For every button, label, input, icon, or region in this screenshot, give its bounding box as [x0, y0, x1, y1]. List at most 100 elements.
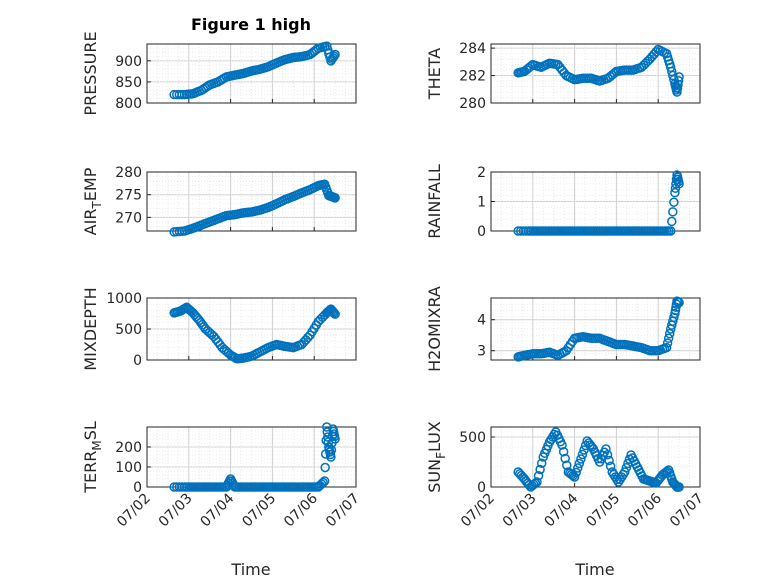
- data-point: [191, 311, 201, 322]
- data-point: [329, 51, 339, 61]
- data-point: [558, 447, 569, 457]
- data-point: [253, 205, 263, 216]
- data-point: [577, 449, 588, 460]
- data-point: [529, 479, 539, 490]
- data-point: [555, 437, 566, 447]
- y-axis-label: TERRMSL: [81, 421, 104, 494]
- data-point: [602, 450, 613, 460]
- y-tick-label: 4: [477, 313, 486, 329]
- data-point: [668, 316, 678, 326]
- subplot-rainfall: 0 1 2 RAINFALL: [425, 164, 701, 240]
- data-point: [576, 454, 586, 464]
- data-point: [516, 226, 526, 236]
- axes-box: [490, 43, 701, 104]
- data-point: [261, 62, 271, 73]
- data-point: [560, 453, 570, 464]
- x-tick-label: 07/06: [625, 490, 665, 530]
- x-tick-label: 07/05: [583, 491, 623, 531]
- data-point: [534, 61, 544, 72]
- data-point: [663, 333, 674, 344]
- figure-title: Figure 1 high: [191, 15, 311, 34]
- y-axis-label: AIRTEMP: [81, 167, 104, 235]
- x-tick-label: 07/06: [281, 490, 321, 530]
- data-point: [329, 431, 340, 442]
- axes-box: [146, 171, 357, 232]
- data-point: [673, 75, 684, 86]
- y-axis-label: THETA: [425, 48, 444, 100]
- data-point: [315, 480, 325, 491]
- y-tick-label: 282: [459, 69, 486, 85]
- axes-box: [490, 426, 701, 488]
- data-point: [325, 449, 336, 460]
- y-axis-label: RAINFALL: [425, 164, 444, 239]
- data-point: [172, 89, 182, 100]
- data-point: [562, 460, 572, 470]
- data-point: [286, 342, 296, 353]
- y-tick-label: 0: [133, 480, 142, 496]
- data-point: [668, 207, 678, 217]
- data-point: [634, 342, 645, 352]
- data-point: [301, 335, 311, 345]
- x-tick-label: 07/04: [198, 490, 238, 530]
- data-point: [329, 192, 340, 203]
- data-point: [592, 333, 603, 344]
- data-point: [571, 467, 581, 478]
- y-tick-label: 200: [115, 440, 142, 456]
- data-point: [253, 64, 263, 75]
- subplot-pressure: 800 850 900 PRESSURE: [81, 31, 357, 116]
- data-point: [219, 73, 230, 83]
- x-tick-label: 07/02: [458, 491, 498, 531]
- data-point: [664, 328, 675, 339]
- y-tick-label: 500: [459, 430, 486, 446]
- data-point: [211, 214, 221, 225]
- subplot-mixdepth: 0 500 1000 MIXDEPTH: [81, 287, 357, 371]
- y-tick-label: 500: [115, 322, 142, 338]
- axes-box: [490, 297, 701, 361]
- data-point: [663, 226, 674, 236]
- x-tick-label: 07/07: [323, 491, 363, 531]
- data-point: [671, 179, 681, 189]
- data-point: [236, 69, 246, 79]
- data-point: [317, 312, 328, 322]
- y-tick-label: 0: [477, 480, 486, 496]
- data-point: [566, 469, 577, 480]
- x-tick-label: 07/07: [667, 491, 707, 531]
- data-point: [673, 297, 684, 308]
- data-point: [186, 224, 196, 234]
- x-tick-label: 07/02: [114, 491, 154, 531]
- y-tick-label: 1: [477, 195, 486, 211]
- x-axis-label-right: Time: [574, 560, 614, 579]
- data-point: [604, 455, 614, 466]
- data-point: [673, 176, 684, 187]
- data-point: [177, 226, 187, 236]
- data-point: [328, 306, 338, 317]
- data-point: [177, 89, 187, 100]
- data-point: [535, 464, 545, 475]
- data-point: [320, 462, 330, 473]
- subplot-h2omixra: 3 4 H2OMIXRA: [425, 286, 701, 372]
- y-tick-label: 800: [115, 96, 142, 112]
- data-point: [670, 187, 680, 198]
- x-tick-label: 07/03: [156, 491, 196, 531]
- y-tick-label: 0: [133, 353, 142, 369]
- y-tick-label: 900: [115, 54, 142, 70]
- y-axis-label: SUNFLUX: [425, 421, 448, 493]
- y-tick-label: 100: [115, 460, 142, 476]
- data-point: [278, 55, 288, 66]
- data-point: [551, 349, 561, 360]
- data-point: [172, 482, 182, 492]
- data-point: [261, 203, 271, 213]
- data-point: [601, 335, 611, 346]
- x-axis-label-left: Time: [230, 560, 270, 579]
- data-point: [557, 65, 567, 75]
- data-point: [605, 461, 616, 471]
- y-axis-label: H2OMIXRA: [425, 286, 444, 372]
- x-tick-label: 07/04: [542, 490, 582, 530]
- data-point: [521, 226, 531, 236]
- data-point: [654, 474, 664, 484]
- data-point: [177, 482, 187, 492]
- y-tick-label: 270: [115, 210, 142, 226]
- y-tick-label: 280: [459, 96, 486, 112]
